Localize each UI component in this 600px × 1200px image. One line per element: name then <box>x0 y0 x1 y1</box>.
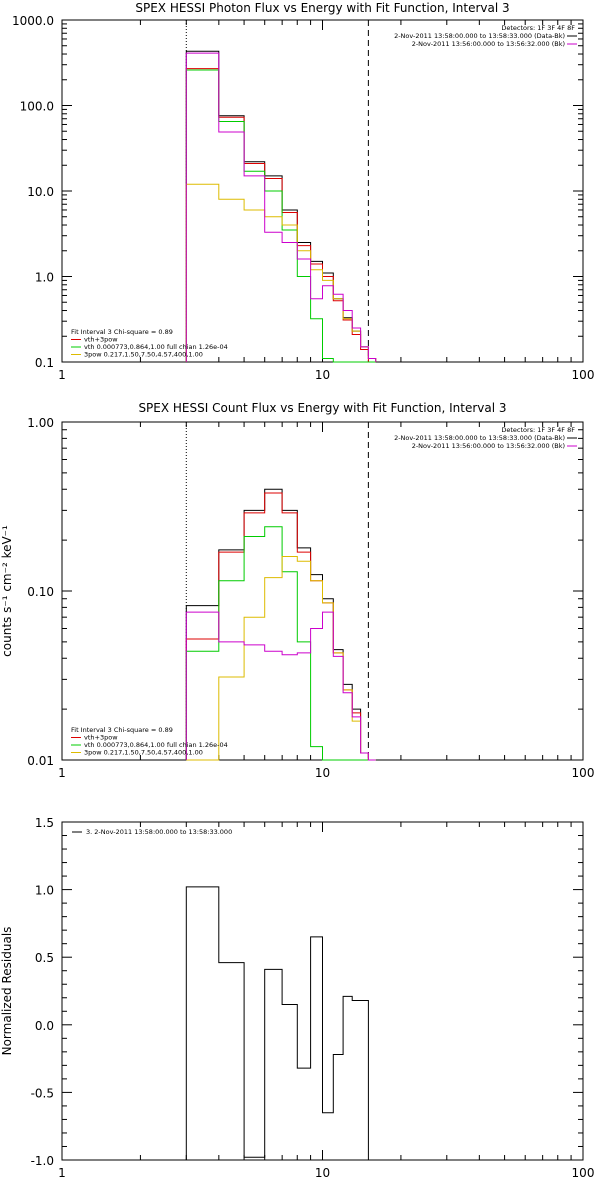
legend-entry: 2-Nov-2011 13:56:00.000 to 13:56:32.000 … <box>412 442 565 450</box>
y-tick-label: -0.5 <box>31 1086 54 1100</box>
y-tick-label: 1.5 <box>35 816 54 830</box>
fit-legend-header: Fit Interval 3 Chi-square = 0.89 <box>71 328 173 336</box>
x-tick-label: 10 <box>315 368 330 382</box>
legend-title: Detectors: 1F 3F 4F 8F <box>501 426 575 434</box>
fit-legend-entry: 3pow 0.217,1.50,7.50,4.57,400,1.00 <box>84 749 203 757</box>
x-tick-label: 1 <box>58 766 66 780</box>
y-tick-label: 1000.0 <box>12 14 54 28</box>
fit-legend-entry: vth+3pow <box>84 734 118 742</box>
series-vth <box>185 69 376 363</box>
y-tick-label: 100.0 <box>20 100 54 114</box>
y-tick-label: 0.1 <box>35 356 54 370</box>
residuals-panel: 1 10 100 -1.0 -0.5 0.0 0.5 1.0 1.5 Normalized Res… <box>0 816 594 1180</box>
y-tick-label: 0.10 <box>27 585 54 599</box>
y-axis-label: counts s⁻¹ cm⁻² keV⁻¹ <box>0 525 14 657</box>
count-flux-panel: SPEX HESSI Count Flux vs Energy with Fit… <box>0 401 594 780</box>
fit-legend-header: Fit Interval 3 Chi-square = 0.89 <box>71 726 173 734</box>
x-tick-label: 1 <box>58 1166 66 1180</box>
fit-legend-entry: vth+3pow <box>84 336 118 344</box>
legend-entry: 2-Nov-2011 13:58:00.000 to 13:58:33.000 … <box>394 32 565 40</box>
y-tick-label: 0.5 <box>35 951 54 965</box>
x-tick-label: 1 <box>58 368 66 382</box>
fit-legend-entry: vth 0.000773,0.864,1.00 full chian 1.26e… <box>84 741 228 749</box>
series-total <box>185 488 376 761</box>
legend-entry: 2-Nov-2011 13:58:00.000 to 13:58:33.000 … <box>394 434 565 442</box>
legend-entry: 3. 2-Nov-2011 13:58:00.000 to 13:58:33.0… <box>86 828 232 836</box>
y-tick-label: 1.00 <box>27 416 54 430</box>
x-tick-label: 100 <box>572 368 595 382</box>
photon-flux-panel: SPEX HESSI Photon Flux vs Energy with Fi… <box>12 1 594 382</box>
y-tick-label: 10.0 <box>27 185 54 199</box>
fit-legend-entry: 3pow 0.217,1.50,7.50,4.57,400,1.00 <box>84 351 203 359</box>
series-vth <box>185 526 376 761</box>
fit-legend-entry: vth 0.000773,0.864,1.00 full chian 1.26e… <box>84 343 228 351</box>
y-tick-label: 1.0 <box>35 884 54 898</box>
legend-title: Detectors: 1F 3F 4F 8F <box>501 24 575 32</box>
plot-frame <box>61 19 584 363</box>
y-tick-label: 1.0 <box>35 271 54 285</box>
series-fit <box>185 492 376 761</box>
y-tick-label: -1.0 <box>31 1154 54 1168</box>
x-tick-label: 10 <box>315 1166 330 1180</box>
legend-entry: 2-Nov-2011 13:56:00.000 to 13:56:32.000 … <box>412 40 565 48</box>
series-total <box>185 50 377 362</box>
series-bk <box>185 52 377 362</box>
x-tick-label: 100 <box>572 766 595 780</box>
y-axis-label: Normalized Residuals <box>0 927 14 1056</box>
series-pow <box>186 556 376 761</box>
x-tick-label: 100 <box>572 1166 595 1180</box>
series-bk <box>185 611 376 761</box>
chart-title: SPEX HESSI Photon Flux vs Energy with Fi… <box>135 1 509 15</box>
series-pow <box>185 183 377 362</box>
chart-title: SPEX HESSI Count Flux vs Energy with Fit… <box>138 401 506 415</box>
y-tick-label: 0.01 <box>27 754 54 768</box>
x-tick-label: 10 <box>315 766 330 780</box>
series-total <box>185 886 369 1160</box>
y-tick-label: 0.0 <box>35 1019 54 1033</box>
